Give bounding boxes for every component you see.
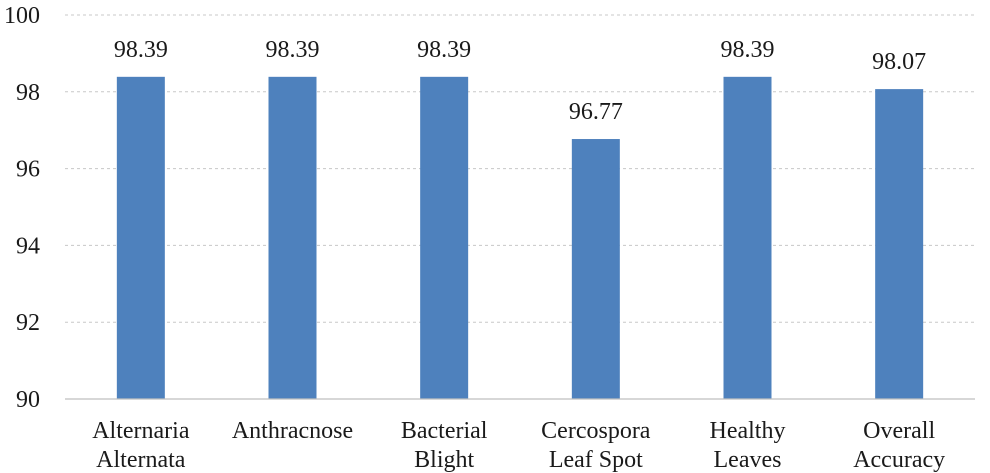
y-tick-label-100: 100 bbox=[4, 3, 40, 29]
y-tick-label-94: 94 bbox=[16, 233, 40, 259]
bar-0 bbox=[116, 76, 165, 399]
y-tick-label-96: 96 bbox=[16, 157, 40, 183]
x-category-label-4: Healthy Leaves bbox=[710, 418, 786, 473]
x-category-label-3: Cercospora Leaf Spot bbox=[541, 418, 651, 473]
x-category-label-1: Anthracnose bbox=[232, 418, 353, 444]
bar-4 bbox=[723, 76, 772, 399]
data-label-4: 98.39 bbox=[721, 37, 775, 63]
y-tick-label-90: 90 bbox=[16, 387, 40, 413]
x-category-label-2: Bacterial Blight bbox=[401, 418, 488, 473]
bar-3 bbox=[571, 139, 620, 400]
data-label-2: 98.39 bbox=[417, 37, 471, 63]
bar-5 bbox=[875, 89, 924, 399]
y-tick-label-92: 92 bbox=[16, 310, 40, 336]
data-label-1: 98.39 bbox=[266, 37, 320, 63]
x-category-label-0: Alternaria Alternata bbox=[92, 418, 190, 473]
x-category-label-5: Overall Accuracy bbox=[853, 418, 945, 473]
y-tick-label-98: 98 bbox=[16, 80, 40, 106]
gridlines bbox=[65, 14, 975, 323]
bars bbox=[116, 76, 924, 400]
data-label-5: 98.07 bbox=[872, 49, 926, 75]
data-label-0: 98.39 bbox=[114, 37, 168, 63]
labels: 90 92 94 96 98 100 98.39 Alternaria Alternata 98.… bbox=[4, 3, 945, 473]
bar-1 bbox=[268, 76, 317, 399]
data-label-3: 96.77 bbox=[569, 99, 623, 125]
bar-2 bbox=[420, 76, 469, 399]
